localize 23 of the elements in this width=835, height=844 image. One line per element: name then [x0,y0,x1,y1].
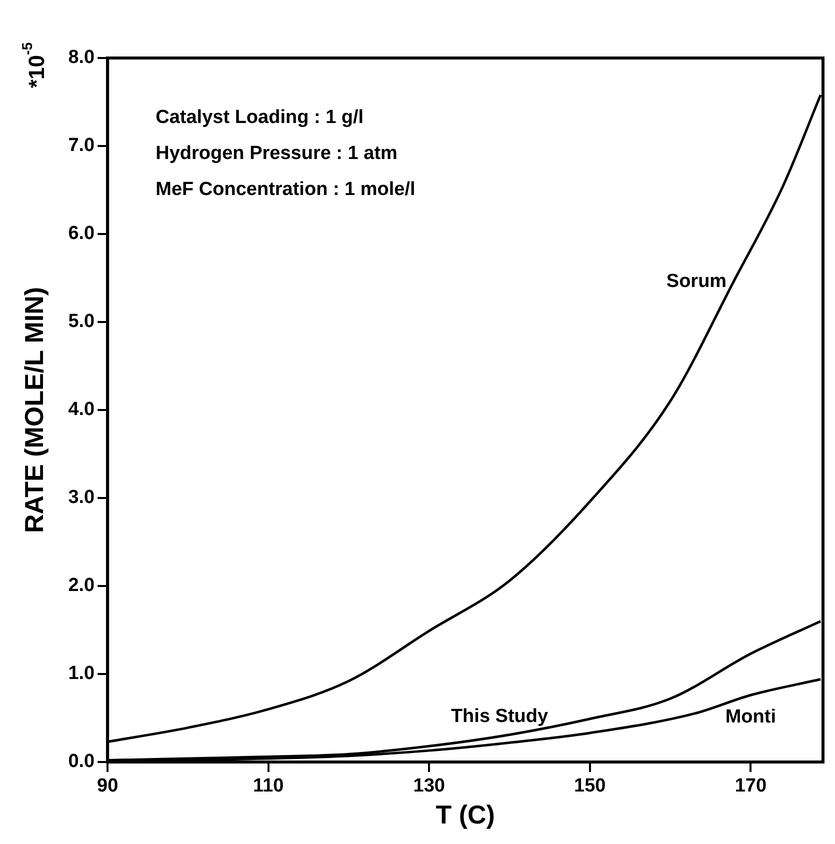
x-tick-label: 130 [413,776,445,797]
annotation: MeF Concentration : 1 mole/l [156,179,416,200]
x-tick-label: 110 [253,776,284,797]
x-tick-label: 150 [574,776,606,797]
y-tick-label: 4.0 [68,399,95,420]
y-tick-label: 2.0 [68,575,95,596]
x-tick-label: 90 [97,776,118,797]
text: *10-5 [20,42,50,88]
y-tick-label: 1.0 [68,663,95,684]
y-tick-label: 8.0 [68,47,95,68]
y-tick-label: 0.0 [68,751,95,772]
y-tick-label: 7.0 [68,135,95,156]
x-tick-label: 170 [734,776,767,797]
y-tick-label: 6.0 [68,223,95,244]
series-label: Sorum [666,270,727,292]
y-tick-label: 5.0 [68,311,95,332]
series-label: This Study [450,706,548,727]
x-axis-title: T (C) [436,800,495,830]
annotation: Catalyst Loading : 1 g/l [156,107,364,128]
series-label: Monti [725,706,776,728]
annotation: Hydrogen Pressure : 1 atm [156,143,398,164]
y-tick-label: 3.0 [68,487,95,508]
y-axis-title: RATE (MOLE/L MIN) [18,286,49,534]
